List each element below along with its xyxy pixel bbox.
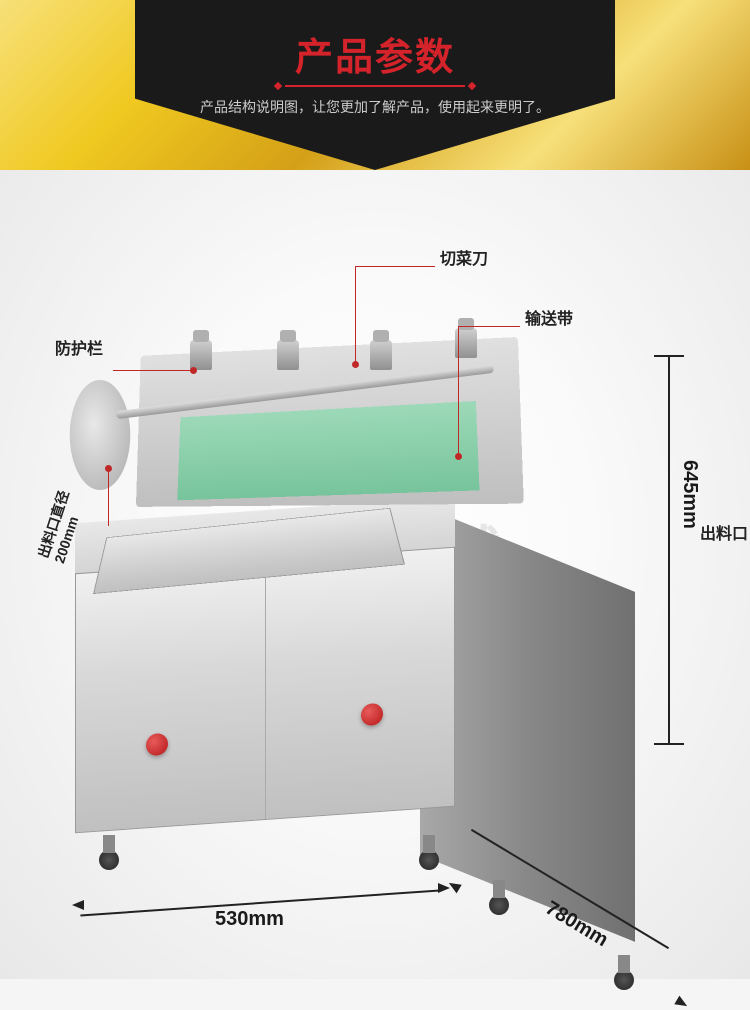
- mounting-bolt: [190, 340, 212, 370]
- page-title: 产品参数: [295, 26, 455, 81]
- leader-line: [355, 266, 435, 267]
- header-banner: 产品参数 产品结构说明图，让您更加了解产品，使用起来更明了。: [0, 0, 750, 170]
- caster-wheel: [415, 835, 443, 870]
- callout-guard: 防护栏: [55, 335, 103, 359]
- leader-line: [113, 370, 193, 371]
- caster-wheel: [610, 955, 638, 990]
- caster-wheel: [485, 880, 513, 915]
- conveyor-belt: [177, 401, 479, 500]
- mounting-bolt: [370, 340, 392, 370]
- leader-line: [458, 326, 520, 327]
- leader-dot: [455, 453, 462, 460]
- caster-wheel: [95, 835, 123, 870]
- dimension-height: 645mm: [678, 460, 701, 529]
- control-knob: [361, 703, 383, 727]
- leader-line: [458, 326, 459, 456]
- leader-line: [355, 266, 356, 364]
- dimension-width: 530mm: [215, 908, 284, 931]
- dimension-cap: [654, 355, 684, 357]
- leader-dot: [190, 367, 197, 374]
- arrow-icon: [72, 900, 84, 910]
- leader-dot: [105, 465, 112, 472]
- cutting-assembly: [55, 330, 575, 560]
- dimension-height-line: [668, 355, 670, 745]
- title-underline: [285, 85, 465, 87]
- callout-blade: 切菜刀: [440, 245, 488, 269]
- panel-divider: [265, 561, 266, 819]
- control-knob: [146, 733, 168, 757]
- leader-dot: [352, 361, 359, 368]
- outlet-cylinder: [70, 380, 131, 490]
- header-center-panel: 产品参数 产品结构说明图，让您更加了解产品，使用起来更明了。: [135, 0, 615, 170]
- leader-line: [108, 468, 109, 526]
- page-subtitle: 产品结构说明图，让您更加了解产品，使用起来更明了。: [200, 97, 550, 117]
- callout-outlet: 出料口: [700, 520, 748, 544]
- arrow-icon: [674, 996, 689, 1010]
- callout-belt: 输送带: [525, 305, 573, 329]
- mounting-bolt: [277, 340, 299, 370]
- dimension-cap: [654, 743, 684, 745]
- product-diagram: 豫云机械 YUYUN MACHINERY 切菜刀 输送带: [0, 170, 750, 979]
